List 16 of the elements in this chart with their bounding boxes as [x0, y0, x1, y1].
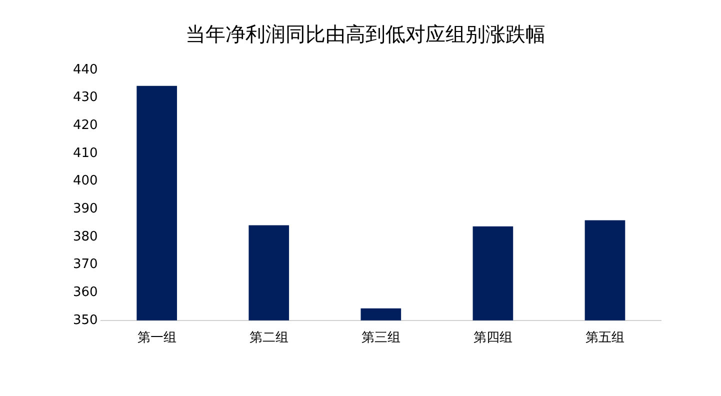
x-tick-label: 第一组 [137, 330, 176, 346]
y-tick-label: 390 [72, 201, 98, 216]
y-tick-label: 370 [72, 257, 98, 272]
x-tick-label: 第四组 [473, 330, 512, 346]
y-tick-label: 430 [72, 90, 98, 106]
y-tick-label: 350 [72, 312, 98, 328]
x-tick-label: 第五组 [585, 330, 624, 346]
y-tick-label: 420 [72, 118, 98, 134]
y-tick-label: 410 [72, 146, 98, 161]
y-tick-label: 380 [72, 229, 98, 244]
y-tick-label: 400 [72, 174, 98, 189]
x-tick-label: 第二组 [249, 330, 288, 346]
y-tick-label: 440 [72, 62, 98, 78]
chart-title: 当年净利润同比由高到低对应组别涨跌幅 [186, 22, 546, 46]
x-tick-label: 第三组 [361, 330, 400, 346]
y-tick-label: 360 [72, 284, 98, 300]
